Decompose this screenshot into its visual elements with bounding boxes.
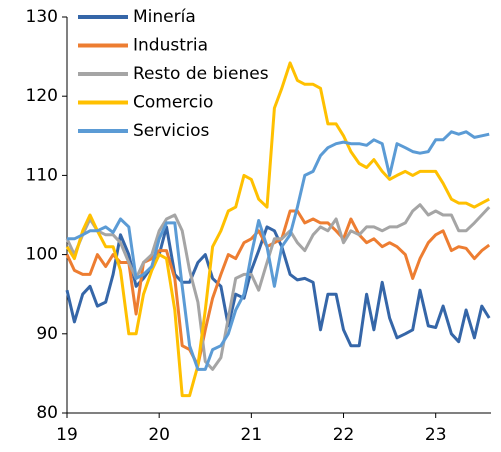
x-tick-label: 23 [425,425,447,445]
y-tick-label: 90 [36,324,58,344]
x-tick-label: 22 [333,425,355,445]
y-tick-label: 100 [26,245,58,265]
series-line [65,61,490,398]
x-tick-label: 19 [56,425,78,445]
y-tick-label: 130 [26,7,58,27]
y-tick-label: 120 [26,86,58,106]
legend-label: Industria [133,36,208,56]
legend-label: Minería [133,7,196,27]
legend-label: Comercio [133,93,213,113]
legend-label: Resto de bienes [133,64,269,84]
y-tick-label: 80 [36,403,58,423]
series-line [65,203,491,371]
series-line [65,209,491,367]
x-tick-label: 21 [241,425,263,445]
series-line [67,130,490,371]
y-tick-label: 110 [26,165,58,185]
x-tick-label: 20 [148,425,170,445]
legend-label: Servicios [133,121,209,141]
